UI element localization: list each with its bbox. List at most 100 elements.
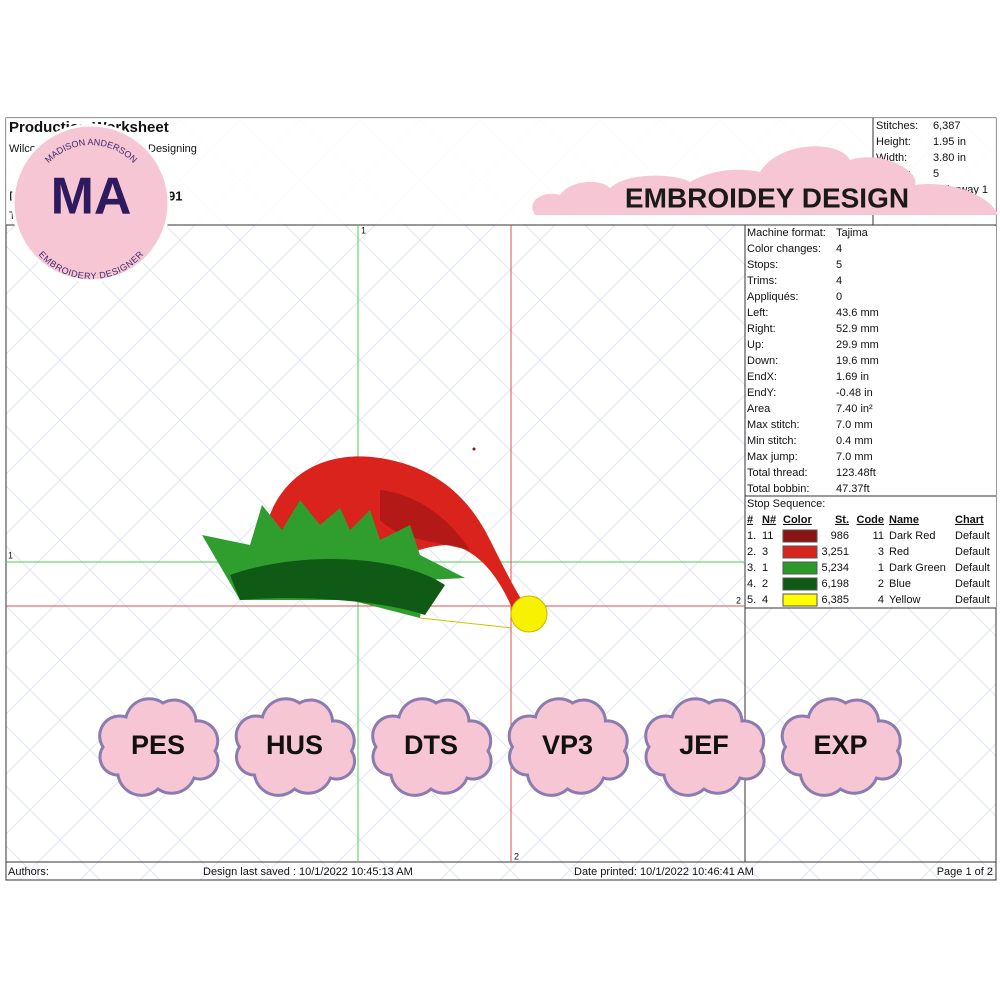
axis-label: 1 bbox=[361, 225, 366, 235]
format-label: HUS bbox=[266, 730, 323, 760]
format-label: DTS bbox=[404, 730, 458, 760]
format-badge: EXP bbox=[780, 697, 903, 797]
format-cloud bbox=[98, 697, 220, 797]
detail-label: Up: bbox=[747, 339, 764, 351]
summary-value: 3.80 in bbox=[933, 152, 966, 164]
color-swatch bbox=[782, 593, 818, 607]
table-header: Code bbox=[857, 514, 885, 526]
footer-page: Page 1 of 2 bbox=[937, 866, 993, 878]
detail-label: Machine format: bbox=[747, 227, 826, 239]
table-cell: Dark Green bbox=[889, 562, 946, 574]
table-cell: 1 bbox=[878, 562, 884, 574]
detail-value: 47.37ft bbox=[836, 483, 870, 495]
summary-value: 1.95 in bbox=[933, 136, 966, 148]
detail-value: Tajima bbox=[836, 227, 869, 239]
table-cell: 5. bbox=[747, 594, 756, 606]
table-cell: 1 bbox=[762, 562, 768, 574]
table-cell: 3 bbox=[762, 546, 768, 558]
summary-label: Stitches: bbox=[876, 120, 918, 132]
detail-label: Stops: bbox=[747, 259, 778, 271]
format-label: PES bbox=[131, 730, 185, 760]
header-fragment: 91 bbox=[168, 188, 182, 203]
color-swatch bbox=[782, 545, 818, 559]
table-cell: Red bbox=[889, 546, 909, 558]
footer-authors: Authors: bbox=[8, 866, 49, 878]
table-cell: Yellow bbox=[889, 594, 920, 606]
table-cell: Default bbox=[955, 594, 990, 606]
table-cell: 6,385 bbox=[821, 594, 849, 606]
detail-label: Right: bbox=[747, 323, 776, 335]
format-badge: PES bbox=[98, 697, 220, 797]
detail-value: 1.69 in bbox=[836, 371, 869, 383]
detail-value: 0 bbox=[836, 291, 842, 303]
table-cell: 2 bbox=[878, 578, 884, 590]
table-header: Name bbox=[889, 514, 919, 526]
detail-value: 5 bbox=[836, 259, 842, 271]
detail-label: Max stitch: bbox=[747, 419, 800, 431]
detail-value: 7.0 mm bbox=[836, 419, 873, 431]
detail-value: 29.9 mm bbox=[836, 339, 879, 351]
detail-label: Color changes: bbox=[747, 243, 821, 255]
detail-label: Total thread: bbox=[747, 467, 808, 479]
banner-text: EMBROIDEY DESIGN bbox=[625, 182, 909, 213]
table-cell: Default bbox=[955, 530, 990, 542]
detail-label: EndY: bbox=[747, 387, 776, 399]
table-cell: Dark Red bbox=[889, 530, 935, 542]
table-cell: 11 bbox=[762, 530, 773, 542]
detail-value: 43.6 mm bbox=[836, 307, 879, 319]
summary-value: 5 bbox=[933, 168, 939, 180]
format-badge: HUS bbox=[234, 697, 357, 797]
detail-value: 7.40 in² bbox=[836, 403, 873, 415]
header-fragment: T bbox=[9, 210, 16, 222]
summary-value: 6,387 bbox=[933, 120, 961, 132]
format-cloud bbox=[507, 697, 630, 797]
color-swatch bbox=[782, 529, 818, 543]
table-cell: 3 bbox=[878, 546, 884, 558]
table-cell: 1. bbox=[747, 530, 756, 542]
table-header: # bbox=[747, 514, 753, 526]
format-cloud bbox=[371, 697, 493, 797]
detail-label: Appliqués: bbox=[747, 291, 798, 303]
hat-design bbox=[202, 447, 548, 633]
color-swatch bbox=[782, 577, 818, 591]
format-label: JEF bbox=[679, 730, 729, 760]
detail-label: Down: bbox=[747, 355, 778, 367]
detail-label: Trims: bbox=[747, 275, 777, 287]
format-cloud bbox=[234, 697, 357, 797]
table-cell: 3. bbox=[747, 562, 756, 574]
format-badge: DTS bbox=[371, 697, 493, 797]
detail-value: 4 bbox=[836, 243, 842, 255]
table-cell: 4. bbox=[747, 578, 756, 590]
table-cell: 3,251 bbox=[821, 546, 849, 558]
detail-value: 52.9 mm bbox=[836, 323, 879, 335]
format-badge: JEF bbox=[644, 697, 766, 797]
format-cloud bbox=[644, 697, 766, 797]
logo-initials: MA bbox=[51, 168, 132, 226]
detail-value: -0.48 in bbox=[836, 387, 873, 399]
subtitle: Wilco bbox=[9, 143, 36, 155]
format-label: EXP bbox=[813, 730, 867, 760]
table-cell: 11 bbox=[873, 530, 884, 542]
detail-label: EndX: bbox=[747, 371, 777, 383]
table-header: Color bbox=[783, 514, 812, 526]
table-cell: 2 bbox=[762, 578, 768, 590]
footer-printed: Date printed: 10/1/2022 10:46:41 AM bbox=[574, 866, 754, 878]
table-cell: 986 bbox=[831, 530, 849, 542]
detail-value: 0.4 mm bbox=[836, 435, 873, 447]
color-swatch bbox=[782, 561, 818, 575]
axis-label: 1 bbox=[8, 550, 13, 560]
format-cloud bbox=[780, 697, 903, 797]
banner: EMBROIDEY DESIGN bbox=[532, 146, 998, 215]
detail-label: Left: bbox=[747, 307, 768, 319]
stop-title: Stop Sequence: bbox=[747, 498, 825, 510]
table-cell: Default bbox=[955, 562, 990, 574]
detail-value: 19.6 mm bbox=[836, 355, 879, 367]
table-cell: 2. bbox=[747, 546, 756, 558]
detail-value: 7.0 mm bbox=[836, 451, 873, 463]
detail-label: Min stitch: bbox=[747, 435, 797, 447]
table-cell: Default bbox=[955, 578, 990, 590]
table-cell: 5,234 bbox=[821, 562, 849, 574]
detail-value: 123.48ft bbox=[836, 467, 876, 479]
summary-label: Height: bbox=[876, 136, 911, 148]
axis-label: 2 bbox=[736, 595, 741, 605]
